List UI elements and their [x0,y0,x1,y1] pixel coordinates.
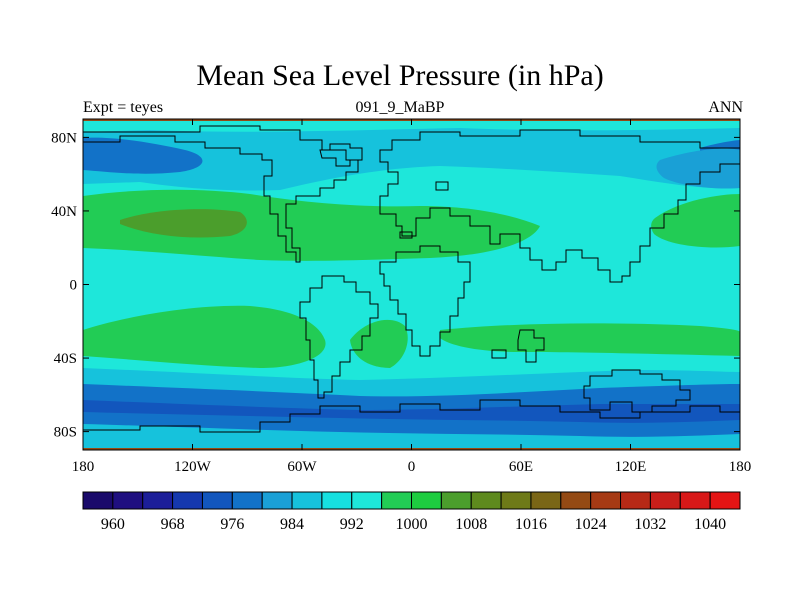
lat-tick-label: 80S [54,425,77,441]
colorbar-swatch [112,491,144,510]
pressure-contours [83,119,740,450]
colorbar-swatch [172,491,203,510]
lon-tick-label: 180 [72,459,95,475]
colorbar-swatch [291,491,323,510]
lon-tick-label: 0 [408,459,416,475]
field-arctic-low-right [656,148,740,189]
colorbar: 960 968 976 984 992 1000 1008 1016 1024 1032 1040 [82,491,741,533]
lon-axis: 180 120W 60W 0 60E 120E 180 [72,119,752,475]
field-southern-ocean-core [83,400,740,423]
field-arctic-band [83,119,740,191]
lon-tick-label: 60E [509,459,533,475]
colorbar-swatch [231,491,263,510]
field-polar-cap [83,119,740,132]
colorbar-swatch [411,491,442,510]
colorbar-label: 992 [340,516,364,533]
lat-tick-label: 40S [54,351,77,367]
colorbar-swatch [590,491,622,510]
coastline-south-america [299,275,379,399]
lat-tick-label: 0 [70,278,78,294]
coastline-australia-antarctica [583,369,691,413]
colorbar-label: 1000 [396,516,428,533]
field-subtropical-high-sh-ind [440,323,740,356]
colorbar-swatch [201,491,233,510]
colorbar-swatch [82,491,114,510]
colorbar-label: 984 [280,516,304,533]
colorbar-swatch [351,491,383,510]
colorbar-swatch [530,491,562,510]
plot-title: Mean Sea Level Pressure (in hPa) [196,59,604,92]
colorbar-swatch [261,491,293,510]
colorbar-swatch [381,491,412,510]
coastline-greenland [319,143,363,167]
field-aleutian-low [83,137,203,174]
colorbar-label: 976 [220,516,244,533]
colorbar-label: 960 [101,516,125,533]
field-antarctic [83,436,740,450]
colorbar-swatch [679,491,711,510]
lat-tick-label: 80N [51,130,77,146]
coastline-island-3 [491,349,507,359]
lat-tick-label: 40N [51,204,77,220]
colorbar-swatch [440,491,472,510]
field-pacific-high-core [120,209,247,238]
colorbar-swatch [620,491,651,510]
coastline-antarctica [83,399,740,433]
season-label: ANN [708,99,743,116]
experiment-label: Expt = teyes [83,99,164,116]
colorbar-swatch [709,491,741,510]
colorbar-swatch [142,491,174,510]
colorbar-swatch [649,491,681,510]
coastline-eurasia [379,129,740,283]
colorbar-swatch [470,491,502,510]
run-id-label: 091_9_MaBP [355,99,445,116]
field-subtropical-high-nh [83,189,540,261]
lat-axis: 80N 40N 0 40S 80S [51,130,740,441]
coastline-africa [379,245,471,357]
lon-tick-label: 120W [174,459,212,475]
colorbar-label: 1032 [634,516,666,533]
colorbar-swatch [500,491,532,510]
colorbar-swatch [560,491,592,510]
colorbar-label: 1040 [694,516,726,533]
coastline-island-1 [399,231,413,239]
colorbar-label: 1016 [515,516,547,533]
colorbar-label: 1008 [455,516,487,533]
colorbar-label: 968 [161,516,185,533]
colorbar-label: 1024 [575,516,607,533]
field-subtropical-high-sh [83,305,326,368]
coastline-island-2 [435,181,449,191]
lon-tick-label: 180 [729,459,752,475]
coastlines [83,125,740,433]
lon-tick-label: 120E [615,459,647,475]
coastline-india [517,329,545,363]
field-subtropical-high-sh-atl [350,319,408,368]
lon-tick-label: 60W [287,459,317,475]
field-subtropical-high-east [651,194,740,248]
colorbar-swatch [321,491,353,510]
